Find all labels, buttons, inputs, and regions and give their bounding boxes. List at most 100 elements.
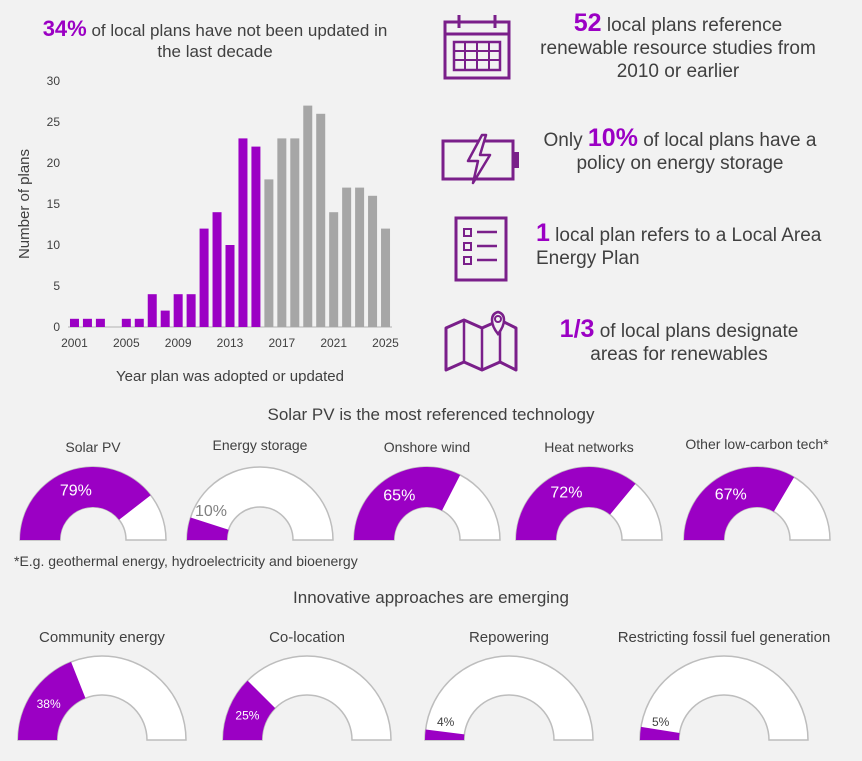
tech-gauge-fill	[516, 467, 636, 540]
bar-2008	[160, 310, 170, 327]
innov-gauge-label: Community energy	[39, 629, 165, 646]
x-tick-label: 2017	[268, 336, 295, 350]
tech-gauge-value: 67%	[715, 487, 747, 504]
tech-gauge-fill	[187, 517, 229, 540]
battery-icon	[440, 133, 522, 185]
innov-gauge: 5%	[639, 655, 809, 741]
bar-2018	[290, 138, 300, 327]
tech-gauge: 67%	[683, 466, 831, 541]
stat-designate-text: of local plans designate areas for renew…	[590, 321, 799, 365]
tech-gauge-label: Heat networks	[544, 439, 634, 455]
map-pin-icon	[442, 310, 520, 374]
checklist-icon	[453, 215, 509, 283]
tech-gauge-label: Energy storage	[212, 437, 308, 453]
x-tick-label: 2025	[372, 336, 399, 350]
tech-gauge-value: 72%	[550, 485, 582, 502]
innov-gauge: 38%	[17, 655, 187, 741]
tech-gauge-value: 65%	[383, 487, 415, 504]
innov-gauge-fill	[223, 680, 276, 740]
bar-2007	[147, 294, 157, 327]
bar-2021	[329, 212, 339, 327]
innov-section-title: Innovative approaches are emerging	[293, 588, 569, 607]
innov-gauge-fill	[640, 726, 680, 740]
tech-gauge-value: 10%	[195, 503, 227, 520]
innov-gauge-label: Repowering	[468, 629, 550, 646]
bar-2014	[238, 138, 248, 327]
bar-2020	[316, 113, 326, 327]
tech-gauge-fill	[20, 467, 151, 540]
tech-gauge: 65%	[353, 466, 501, 541]
stat-studies: 52 local plans reference renewable resou…	[528, 9, 828, 83]
x-axis-title: Year plan was adopted or updated	[116, 368, 344, 385]
innov-gauge-value: 5%	[652, 715, 670, 729]
y-tick-label: 15	[47, 197, 61, 211]
tech-gauge-fill	[684, 467, 795, 540]
bar-2006	[134, 318, 144, 327]
bar-2015	[251, 146, 261, 327]
y-axis-title: Number of plans	[16, 149, 33, 259]
tech-gauge-fill	[354, 467, 461, 540]
stat-laep-num: 1	[536, 219, 550, 247]
tech-section-title: Solar PV is the most referenced technolo…	[267, 405, 595, 424]
bar-2012	[212, 212, 222, 327]
bar-2022	[342, 187, 352, 327]
stat-studies-num: 52	[573, 9, 602, 37]
bar-2019	[303, 105, 313, 327]
bar-2011	[199, 228, 209, 327]
bar-2003	[95, 318, 105, 327]
innov-gauge-value: 38%	[37, 697, 61, 711]
tech-gauge-label: Other low-carbon tech*	[685, 436, 829, 452]
bar-2002	[82, 318, 92, 327]
bar-2024	[368, 195, 378, 327]
footnote: *E.g. geothermal energy, hydroelectricit…	[14, 553, 358, 569]
tech-gauge: 10%	[186, 466, 334, 541]
calendar-icon	[441, 12, 513, 82]
x-tick-label: 2001	[61, 336, 88, 350]
stat-storage-num: 10%	[587, 124, 638, 152]
innov-gauge-track	[424, 655, 594, 741]
y-tick-label: 0	[53, 320, 60, 334]
tech-gauge: 79%	[19, 466, 167, 541]
innov-gauge: 25%	[222, 655, 392, 741]
bar-2023	[355, 187, 365, 327]
tech-gauge: 72%	[515, 466, 663, 541]
y-tick-label: 20	[47, 156, 61, 170]
tech-gauge-track	[186, 466, 334, 541]
bar-2009	[173, 294, 183, 327]
x-tick-label: 2009	[165, 336, 192, 350]
innov-gauge-track	[639, 655, 809, 741]
y-tick-label: 30	[47, 74, 61, 88]
bar-2017	[277, 138, 287, 327]
innov-gauge-fill	[425, 729, 465, 740]
innov-gauge-label: Co-location	[269, 629, 345, 646]
stat-laep-text: local plan refers to a Local Area Energy…	[536, 225, 822, 269]
x-tick-label: 2013	[217, 336, 244, 350]
bar-2013	[225, 245, 235, 327]
innov-gauge-label: Restricting fossil fuel generation	[617, 629, 831, 646]
innov-gauge-value: 4%	[437, 715, 455, 729]
innov-gauge-fill	[18, 661, 86, 740]
headline-pct: 34%	[42, 16, 87, 41]
headline-text: of local plans have not been updated in …	[86, 21, 388, 61]
bar-2005	[121, 318, 131, 327]
y-tick-label: 5	[53, 279, 60, 293]
stat-designate-num: 1/3	[559, 315, 595, 343]
headline: 34% of local plans have not been updated…	[40, 18, 390, 62]
stat-studies-text: local plans reference renewable resource…	[540, 15, 816, 82]
innov-gauge-value: 25%	[235, 709, 259, 723]
tech-gauge-label: Onshore wind	[383, 439, 471, 455]
stat-laep: 1 local plan refers to a Local Area Ener…	[526, 219, 832, 270]
bar-2010	[186, 294, 196, 327]
bar-2025	[381, 228, 391, 327]
tech-gauge-label: Solar PV	[65, 439, 121, 455]
stat-designate: 1/3 of local plans designate areas for r…	[534, 315, 824, 366]
innov-gauge: 4%	[424, 655, 594, 741]
stat-storage-pre: Only	[543, 130, 588, 151]
bar-2001	[69, 318, 79, 327]
y-tick-label: 10	[47, 238, 61, 252]
y-tick-label: 25	[47, 115, 61, 129]
tech-gauge-value: 79%	[60, 482, 92, 499]
bar-2016	[264, 179, 274, 327]
x-tick-label: 2005	[113, 336, 140, 350]
